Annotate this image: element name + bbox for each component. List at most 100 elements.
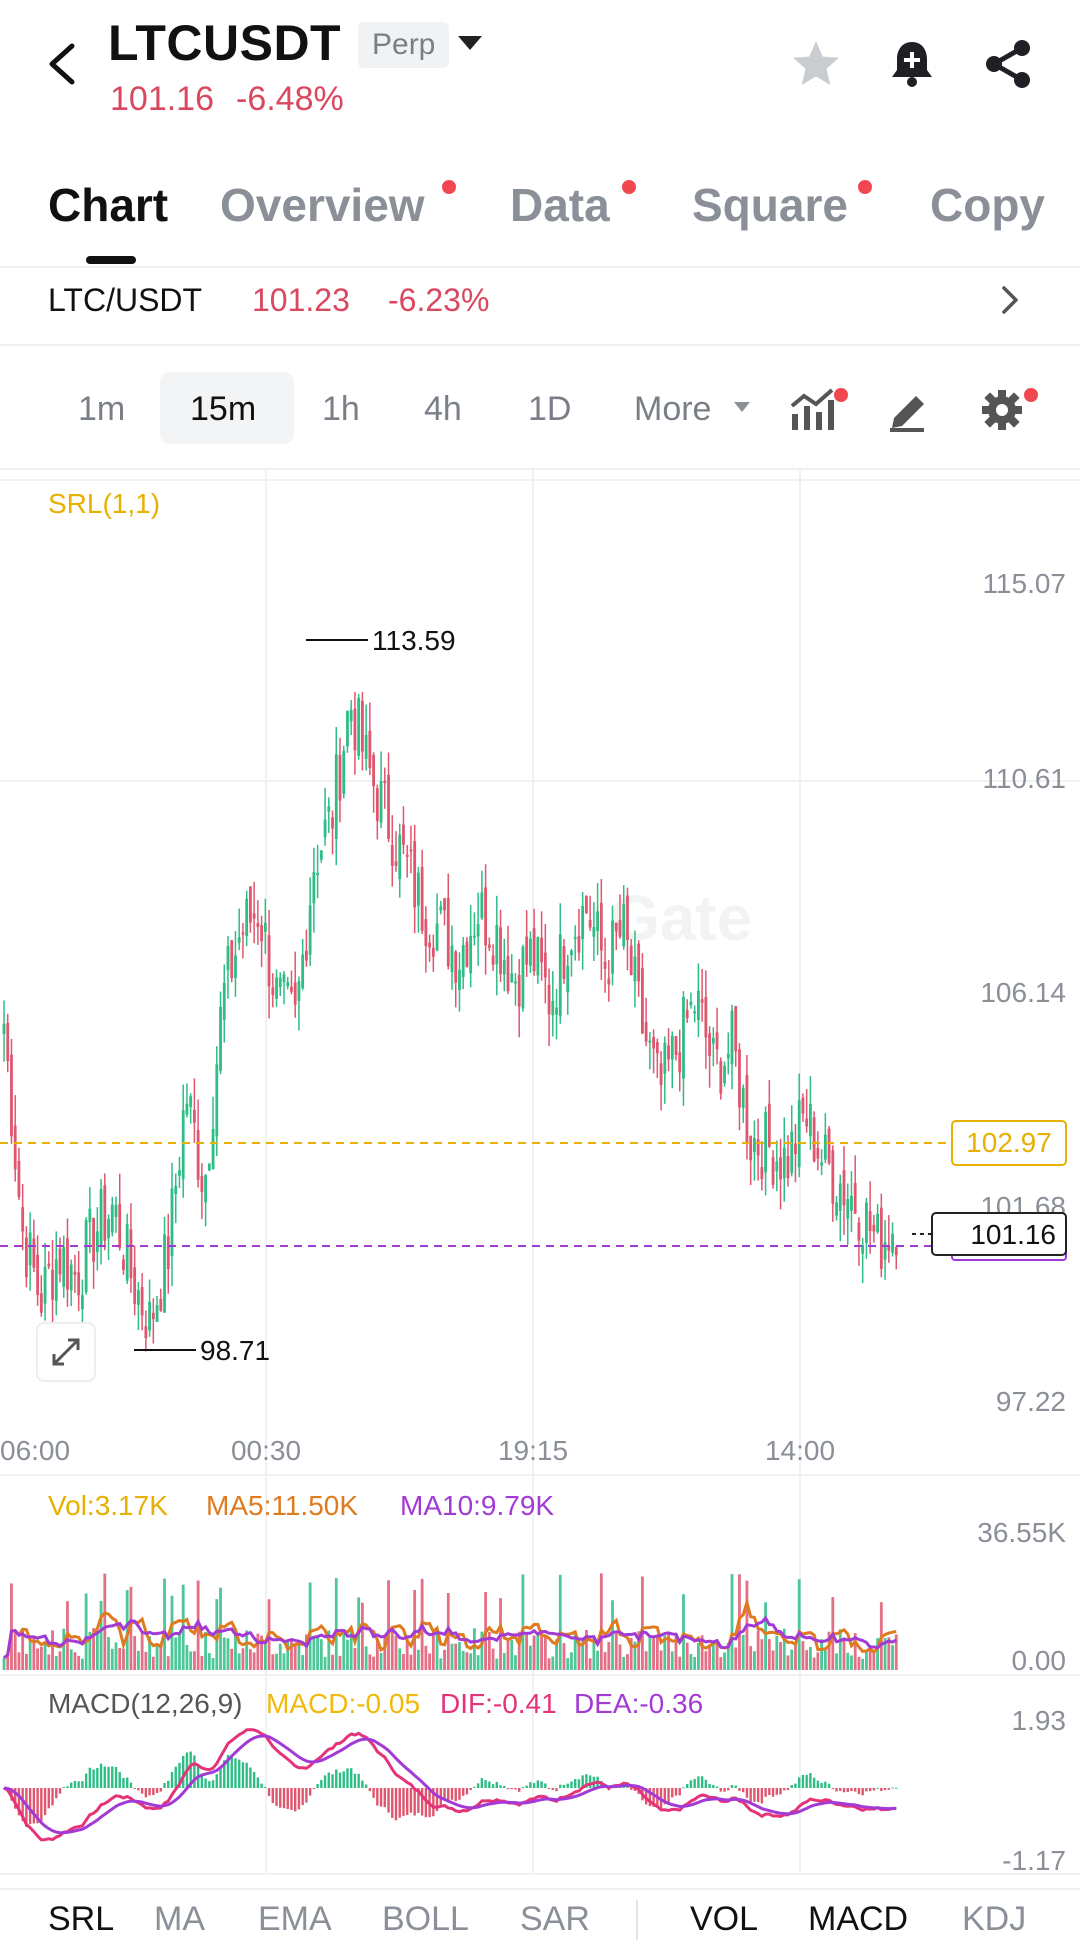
candle-body (652, 1036, 655, 1049)
volume-bar (275, 1653, 278, 1670)
indicator-macd[interactable]: MACD (808, 1900, 909, 1938)
indicator-vol[interactable]: VOL (690, 1900, 759, 1938)
tab-overview[interactable]: Overview (220, 179, 425, 231)
interval-15m[interactable]: 15m (190, 390, 257, 428)
candle-body (417, 872, 420, 906)
interval-active-bg (160, 372, 294, 444)
macd-hist-bar (715, 1786, 719, 1788)
indicator-srl[interactable]: SRL (48, 1900, 115, 1938)
macd-hist-bar (805, 1774, 808, 1788)
indicator-ma[interactable]: MA (154, 1900, 205, 1938)
candle-body (536, 937, 540, 976)
candle-body (207, 1163, 211, 1171)
price-chart[interactable]: Gate 115.07 110.61 106.14 101.68 97.22 1… (0, 470, 1080, 1890)
candle-body (607, 978, 611, 985)
star-icon[interactable] (788, 36, 844, 92)
volume-bar (379, 1653, 383, 1670)
candle-body (144, 1326, 148, 1339)
dea-label: DEA:-0.36 (574, 1688, 704, 1719)
expand-icon[interactable] (36, 1322, 96, 1382)
volume-bar (222, 1637, 226, 1670)
symbol-title[interactable]: LTCUSDT (108, 15, 342, 71)
volume-bar (170, 1595, 174, 1670)
candle-body (140, 1287, 144, 1316)
volume-bar (868, 1645, 872, 1670)
volume-bar (107, 1637, 110, 1670)
macd-hist-bar (518, 1788, 521, 1792)
candle-body (21, 1207, 25, 1232)
symbol-dropdown-icon[interactable] (458, 36, 482, 50)
candle-body (99, 1189, 103, 1245)
macd-hist-bar (667, 1788, 670, 1803)
macd-hist-bar (398, 1788, 401, 1818)
tab-data[interactable]: Data (510, 179, 610, 231)
last-price-label-box[interactable] (931, 1212, 1067, 1256)
tab-copy[interactable]: Copy (930, 179, 1045, 231)
share-icon[interactable] (980, 36, 1036, 92)
alert-bell-icon[interactable] (884, 36, 940, 92)
high-marker: 113.59 (372, 625, 456, 656)
indicators-icon[interactable] (788, 384, 838, 434)
candle-body (790, 1131, 794, 1173)
candle-body (32, 1238, 36, 1268)
settings-gear-icon[interactable] (978, 384, 1028, 434)
candle-body (868, 1211, 872, 1232)
candle-body (618, 920, 622, 937)
volume-bar (570, 1652, 573, 1670)
candle-body (745, 1074, 749, 1145)
macd-hist-bar (447, 1788, 450, 1802)
macd-hist-bar (824, 1781, 827, 1788)
candle-body (222, 982, 226, 1020)
indicator-boll[interactable]: BOLL (382, 1900, 469, 1938)
interval-1h[interactable]: 1h (322, 390, 360, 428)
volume-bar (316, 1637, 319, 1670)
volume-bar (387, 1580, 390, 1670)
macd-tick: 1.93 (1012, 1705, 1067, 1736)
macd-hist-bar (379, 1788, 383, 1807)
candle-body (794, 1143, 797, 1155)
srl-indicator-label[interactable]: SRL(1,1) (48, 488, 161, 519)
volume-bar (237, 1653, 241, 1670)
macd-hist-bar (727, 1788, 730, 1791)
volume-bar (54, 1656, 58, 1670)
volume-bar (439, 1658, 443, 1670)
volume-bar (782, 1628, 786, 1670)
tab-square[interactable]: Square (692, 179, 848, 231)
pair-label[interactable]: LTC/USDT (48, 282, 203, 318)
watermark: Gate (610, 882, 752, 954)
draw-tool-icon[interactable] (884, 384, 934, 434)
macd-hist-bar (14, 1788, 17, 1809)
candle-body (148, 1301, 151, 1331)
volume-bar (293, 1643, 297, 1670)
volume-bar (551, 1656, 555, 1670)
interval-1d[interactable]: 1D (528, 390, 572, 428)
interval-more[interactable]: More (634, 390, 712, 428)
chevron-right-icon[interactable] (996, 282, 1024, 318)
indicator-ema[interactable]: EMA (258, 1900, 332, 1938)
candle-body (278, 977, 282, 988)
volume-bar (614, 1633, 618, 1670)
volume-bar (708, 1644, 711, 1670)
candle-body (364, 735, 368, 760)
candle-body (316, 872, 319, 875)
volume-bar (588, 1658, 592, 1670)
perp-badge: Perp (358, 22, 450, 68)
candle-body (230, 940, 234, 979)
more-caret-icon[interactable] (734, 402, 750, 412)
candle-body (450, 945, 454, 973)
candle-body (887, 1245, 891, 1251)
interval-1m[interactable]: 1m (78, 390, 126, 428)
volume-bar (465, 1652, 469, 1670)
volume-bar (670, 1651, 674, 1670)
indicator-sar[interactable]: SAR (520, 1900, 590, 1938)
macd-hist-bar (585, 1774, 588, 1788)
candle-body (674, 1036, 678, 1055)
back-icon[interactable] (40, 38, 88, 90)
candle-body (107, 1219, 110, 1239)
candle-body (585, 896, 588, 914)
indicator-kdj[interactable]: KDJ (962, 1900, 1027, 1938)
tab-chart[interactable]: Chart (48, 179, 169, 231)
candle-body (458, 969, 461, 990)
interval-4h[interactable]: 4h (424, 390, 462, 428)
notification-dot (858, 180, 872, 194)
